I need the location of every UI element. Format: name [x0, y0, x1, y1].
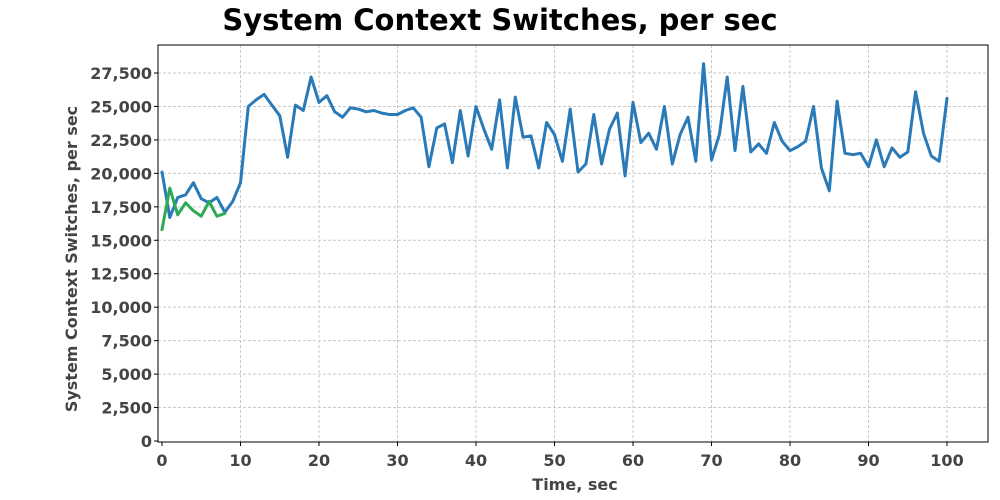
y-tick-label: 7,500 — [101, 332, 152, 351]
x-tick-label: 60 — [622, 451, 644, 470]
chart-title: System Context Switches, per sec — [222, 3, 777, 37]
axis-ticks: 0 10 20 30 40 50 60 70 80 90 100 0 2,500 5,000 7,500 10… — [90, 64, 963, 470]
y-tick-label: 22,500 — [90, 131, 152, 150]
series-lines — [160, 62, 949, 232]
x-tick-label: 90 — [857, 451, 879, 470]
y-axis-title: System Context Switches, per sec — [62, 106, 81, 412]
x-tick-label: 20 — [308, 451, 330, 470]
y-tick-label: 0 — [141, 432, 152, 451]
series-line-2 — [160, 186, 227, 232]
y-tick-label: 27,500 — [90, 64, 152, 83]
y-tick-label: 15,000 — [90, 231, 152, 250]
plot-area-frame — [157, 44, 989, 443]
x-tick-label: 40 — [465, 451, 487, 470]
x-tick-label: 70 — [700, 451, 722, 470]
y-tick-label: 2,500 — [101, 399, 152, 418]
x-axis-title: Time, sec — [532, 475, 617, 494]
y-tick-label: 5,000 — [101, 365, 152, 384]
x-tick-label: 30 — [386, 451, 408, 470]
y-tick-label: 17,500 — [90, 198, 152, 217]
x-tick-label: 10 — [229, 451, 251, 470]
y-tick-label: 10,000 — [90, 298, 152, 317]
y-tick-label: 25,000 — [90, 97, 152, 116]
x-tick-label: 0 — [156, 451, 167, 470]
series-line-1 — [160, 62, 949, 219]
x-tick-label: 80 — [779, 451, 801, 470]
y-tick-label: 20,000 — [90, 164, 152, 183]
x-tick-label: 50 — [543, 451, 565, 470]
y-tick-label: 12,500 — [90, 265, 152, 284]
x-tick-label: 100 — [930, 451, 963, 470]
